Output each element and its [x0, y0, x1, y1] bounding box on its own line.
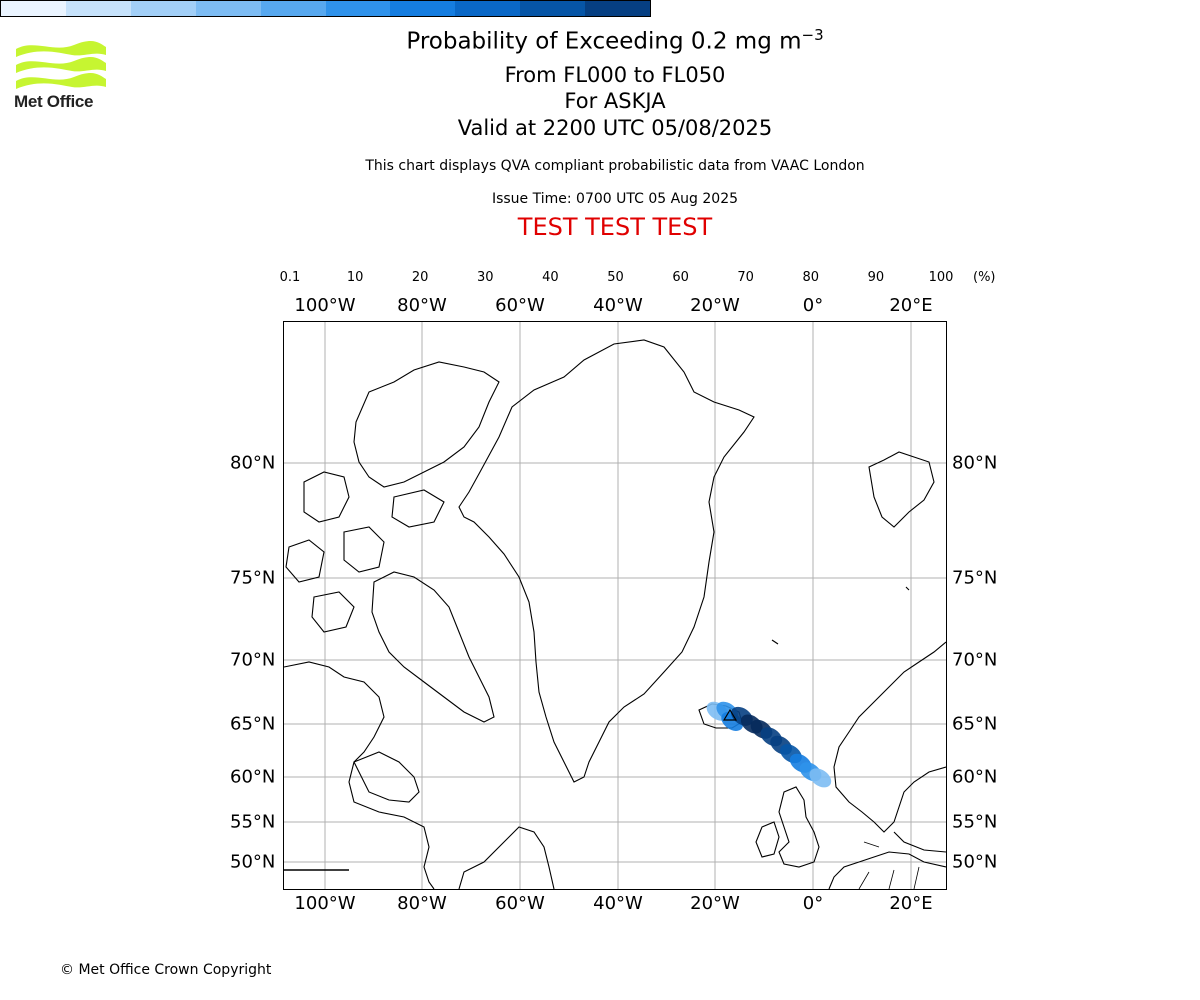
longitude-label: 100°W: [294, 295, 356, 316]
flight-level-range: From FL000 to FL050: [504, 63, 726, 87]
longitude-label: 20°W: [690, 295, 740, 316]
latitude-label: 80°N: [230, 452, 276, 474]
colorbar-tick-label: 10: [346, 270, 364, 285]
colorbar-tick-label: 50: [607, 270, 624, 285]
bear-island: [905, 586, 910, 591]
latitude-label: 75°N: [230, 567, 276, 589]
longitude-label: 0°: [802, 295, 824, 316]
arctic-island-1: [303, 471, 350, 523]
latitude-label: 60°N: [952, 766, 998, 788]
latitude-label: 80°N: [952, 452, 998, 474]
met-office-logo-text: Met Office: [14, 92, 94, 111]
latitude-label: 70°N: [952, 649, 998, 671]
colorbar-tick-label: 90: [867, 270, 885, 285]
longitude-label: 60°W: [495, 893, 545, 914]
colorbar-tick-label: 60: [672, 270, 689, 285]
great-britain-coastline: [778, 786, 820, 868]
colorbar-segment: [390, 1, 456, 16]
latitude-label: 60°N: [230, 766, 276, 788]
met-office-logo: [16, 41, 106, 89]
latitude-label: 65°N: [952, 713, 998, 735]
longitude-label: 80°W: [397, 893, 447, 914]
colorbar-tick-label: 20: [411, 270, 429, 285]
longitude-label: 40°W: [593, 295, 643, 316]
europe-coastline: [828, 851, 946, 889]
issue-time: Issue Time: 0700 UTC 05 Aug 2025: [491, 191, 739, 207]
longitude-label: 20°E: [889, 893, 933, 914]
arctic-island-5: [391, 489, 445, 528]
longitude-label: 20°W: [690, 893, 740, 914]
map-canvas: [284, 322, 946, 889]
colorbar-segment: [455, 1, 521, 16]
ellesmere-island-coastline: [353, 361, 500, 488]
baffin-island-coastline: [371, 571, 495, 723]
arctic-island-4: [311, 591, 355, 633]
colorbar-segment: [585, 1, 651, 16]
europe-borders: [858, 841, 920, 889]
hudson-bay-inner: [353, 751, 420, 803]
chart-description: This chart displays QVA compliant probab…: [365, 158, 865, 174]
colorbar-segment: [130, 1, 196, 16]
colorbar-segment: [1, 1, 66, 16]
plume-cell: [809, 768, 832, 788]
probability-colorbar: [0, 0, 651, 17]
chart-title: Probability of Exceeding 0.2 mg m−3: [406, 26, 824, 55]
ireland-coastline: [755, 821, 780, 858]
volcano-marker: [722, 708, 738, 721]
arctic-island-3: [285, 539, 325, 583]
colorbar-tick-label: 70: [737, 270, 754, 285]
colorbar-segment: [195, 1, 261, 16]
coastlines: [284, 339, 946, 889]
jan-mayen: [771, 639, 779, 645]
scandinavia-coastline: [833, 641, 946, 833]
longitude-label: 80°W: [397, 295, 447, 316]
longitude-label: 40°W: [593, 893, 643, 914]
graticule: [284, 322, 946, 889]
copyright-notice: © Met Office Crown Copyright: [60, 962, 272, 978]
colorbar-tick-label: 100: [928, 270, 954, 285]
colorbar-tick-label: 80: [802, 270, 820, 285]
baltic-coast: [893, 831, 946, 853]
probability-map: [283, 321, 947, 890]
svalbard-coastline: [868, 451, 935, 528]
greenland-coastline: [458, 339, 755, 783]
colorbar-segment: [65, 1, 131, 16]
latitude-label: 75°N: [952, 567, 998, 589]
arctic-island-2: [343, 526, 385, 573]
colorbar-segment: [260, 1, 326, 16]
colorbar-segment: [520, 1, 586, 16]
colorbar-segment: [325, 1, 391, 16]
valid-time: Valid at 2200 UTC 05/08/2025: [457, 116, 773, 140]
latitude-label: 65°N: [230, 713, 276, 735]
latitude-label: 55°N: [230, 811, 276, 833]
volcano-name: For ASKJA: [564, 89, 666, 113]
ash-probability-plume: [706, 701, 832, 788]
latitude-label: 70°N: [230, 649, 276, 671]
colorbar-tick-label: 0.1: [279, 270, 301, 285]
longitude-label: 100°W: [294, 893, 356, 914]
latitude-label: 50°N: [230, 851, 276, 873]
longitude-label: 0°: [802, 893, 824, 914]
colorbar-unit: (%): [973, 270, 996, 285]
latitude-label: 55°N: [952, 811, 998, 833]
test-banner: TEST TEST TEST: [517, 213, 713, 241]
longitude-label: 20°E: [889, 295, 933, 316]
longitude-label: 60°W: [495, 295, 545, 316]
colorbar-tick-label: 30: [477, 270, 494, 285]
colorbar-tick-label: 40: [542, 270, 559, 285]
latitude-label: 50°N: [952, 851, 998, 873]
